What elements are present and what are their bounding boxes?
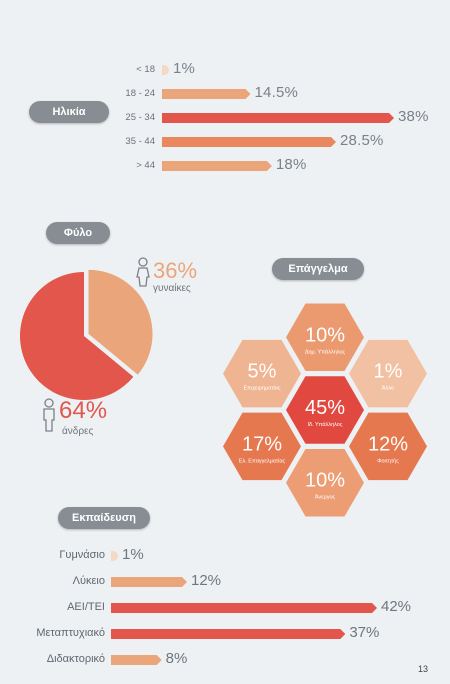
- age-category-label: 35 - 44: [125, 136, 155, 147]
- age-value-label: 1%: [173, 60, 196, 77]
- occupation-percentage: 5%: [248, 361, 277, 383]
- age-category-label: 25 - 34: [125, 112, 155, 123]
- age-value-label: 18%: [275, 156, 307, 173]
- age-value-label: 14.5%: [254, 84, 299, 101]
- age-bar: [162, 89, 251, 99]
- education-bar: [111, 603, 377, 613]
- age-bar: [162, 65, 169, 75]
- age-category-label: < 18: [136, 64, 155, 75]
- occupation-percentage: 1%: [374, 361, 403, 383]
- education-category-label: Λύκειο: [72, 575, 105, 587]
- occupation-label: Ιδ. Υπάλληλος: [307, 421, 342, 428]
- occupation-label: Επιχειρηματίας: [243, 386, 280, 392]
- female-label: γυναίκες: [153, 283, 191, 294]
- age-section-title: Ηλικία: [29, 101, 109, 123]
- education-bar: [111, 577, 187, 587]
- male-icon: [43, 398, 55, 432]
- education-value-label: 8%: [165, 650, 188, 667]
- occupation-percentage: 12%: [368, 433, 408, 455]
- occupation-percentage: 10%: [305, 324, 345, 346]
- occupation-label: Ελ. Επαγγελματίας: [239, 458, 286, 464]
- occupation-percentage: 45%: [305, 397, 345, 419]
- education-bar: [111, 655, 162, 665]
- female-percentage: 36%: [153, 258, 198, 283]
- education-bar: [111, 551, 118, 561]
- occupation-label: Άλλο: [382, 386, 394, 392]
- female-icon: [136, 257, 150, 287]
- male-label: άνδρες: [62, 426, 94, 437]
- age-category-label: 18 - 24: [125, 88, 155, 99]
- occupation-hexagon: [223, 339, 301, 408]
- gender-section-title: Φύλο: [46, 222, 110, 244]
- age-bar: [162, 137, 336, 147]
- occupation-percentage: 10%: [305, 470, 345, 492]
- occupation-hexagon: [286, 449, 364, 517]
- occupation-hexagon: [223, 412, 301, 481]
- age-bar: [162, 161, 272, 171]
- age-bar: [162, 113, 394, 123]
- occupation-hexagon: [286, 376, 364, 444]
- occupation-hexagon: [349, 412, 427, 481]
- occupation-hexagon: [349, 339, 427, 408]
- education-category-label: ΑΕΙ/ΤΕΙ: [67, 601, 105, 613]
- occupation-section-title: Επάγγελμα: [272, 258, 364, 280]
- age-category-label: > 44: [136, 160, 155, 171]
- age-value-label: 28.5%: [340, 132, 384, 149]
- page-number: 13: [417, 664, 428, 674]
- pie-slice-male: [19, 272, 134, 400]
- occupation-hexagon: [286, 303, 364, 371]
- education-value-label: 42%: [381, 598, 412, 615]
- education-value-label: 37%: [349, 624, 380, 641]
- occupation-hex-chart: 10% Δημ. Υπάλληλος 5% Επιχειρηματίας 45% Ιδ. …: [223, 303, 427, 517]
- age-value-label: 38%: [398, 108, 429, 125]
- education-category-label: Μεταπτυχιακό: [36, 627, 105, 639]
- occupation-label: Φοιτητής: [377, 457, 399, 464]
- occupation-label: Άνεργος: [315, 495, 336, 501]
- education-category-label: Γυμνάσιο: [59, 549, 105, 561]
- education-bar: [111, 629, 345, 639]
- education-category-label: Διδακτορικό: [46, 653, 105, 665]
- education-value-label: 12%: [191, 572, 222, 589]
- education-value-label: 1%: [122, 546, 144, 563]
- education-section-title: Εκπαίδευση: [58, 507, 150, 529]
- occupation-label: Δημ. Υπάλληλος: [305, 348, 346, 355]
- gender-pie-chart: [19, 269, 153, 400]
- pie-slice-female: [88, 269, 153, 375]
- male-percentage: 64%: [59, 397, 108, 424]
- occupation-percentage: 17%: [242, 433, 282, 455]
